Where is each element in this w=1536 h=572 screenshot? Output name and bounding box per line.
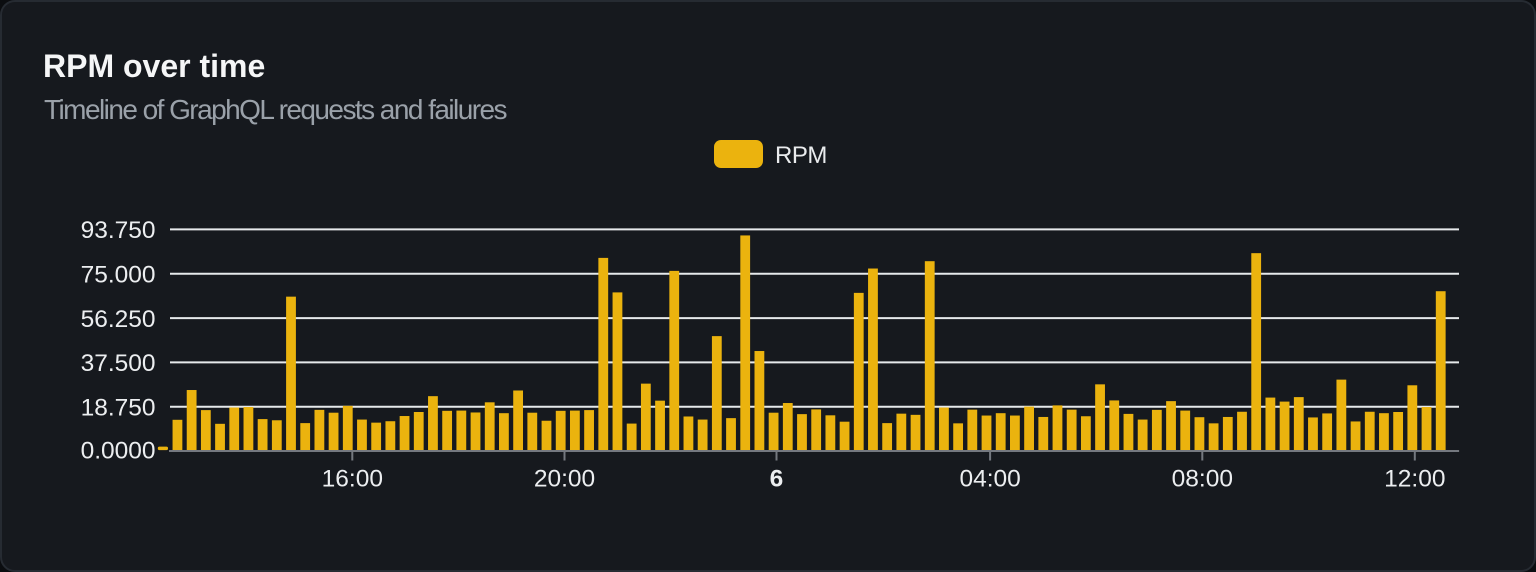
- svg-text:12:00: 12:00: [1384, 466, 1445, 493]
- svg-text:56.250: 56.250: [81, 306, 156, 333]
- svg-text:20:00: 20:00: [534, 466, 595, 493]
- svg-text:93.750: 93.750: [81, 217, 156, 244]
- svg-text:18.750: 18.750: [81, 395, 156, 422]
- svg-text:0.0000: 0.0000: [81, 438, 156, 465]
- svg-text:6: 6: [770, 466, 784, 493]
- svg-text:75.000: 75.000: [81, 262, 156, 289]
- svg-text:16:00: 16:00: [322, 466, 383, 493]
- svg-text:08:00: 08:00: [1172, 466, 1233, 493]
- svg-text:37.500: 37.500: [81, 350, 156, 377]
- svg-text:04:00: 04:00: [959, 466, 1020, 493]
